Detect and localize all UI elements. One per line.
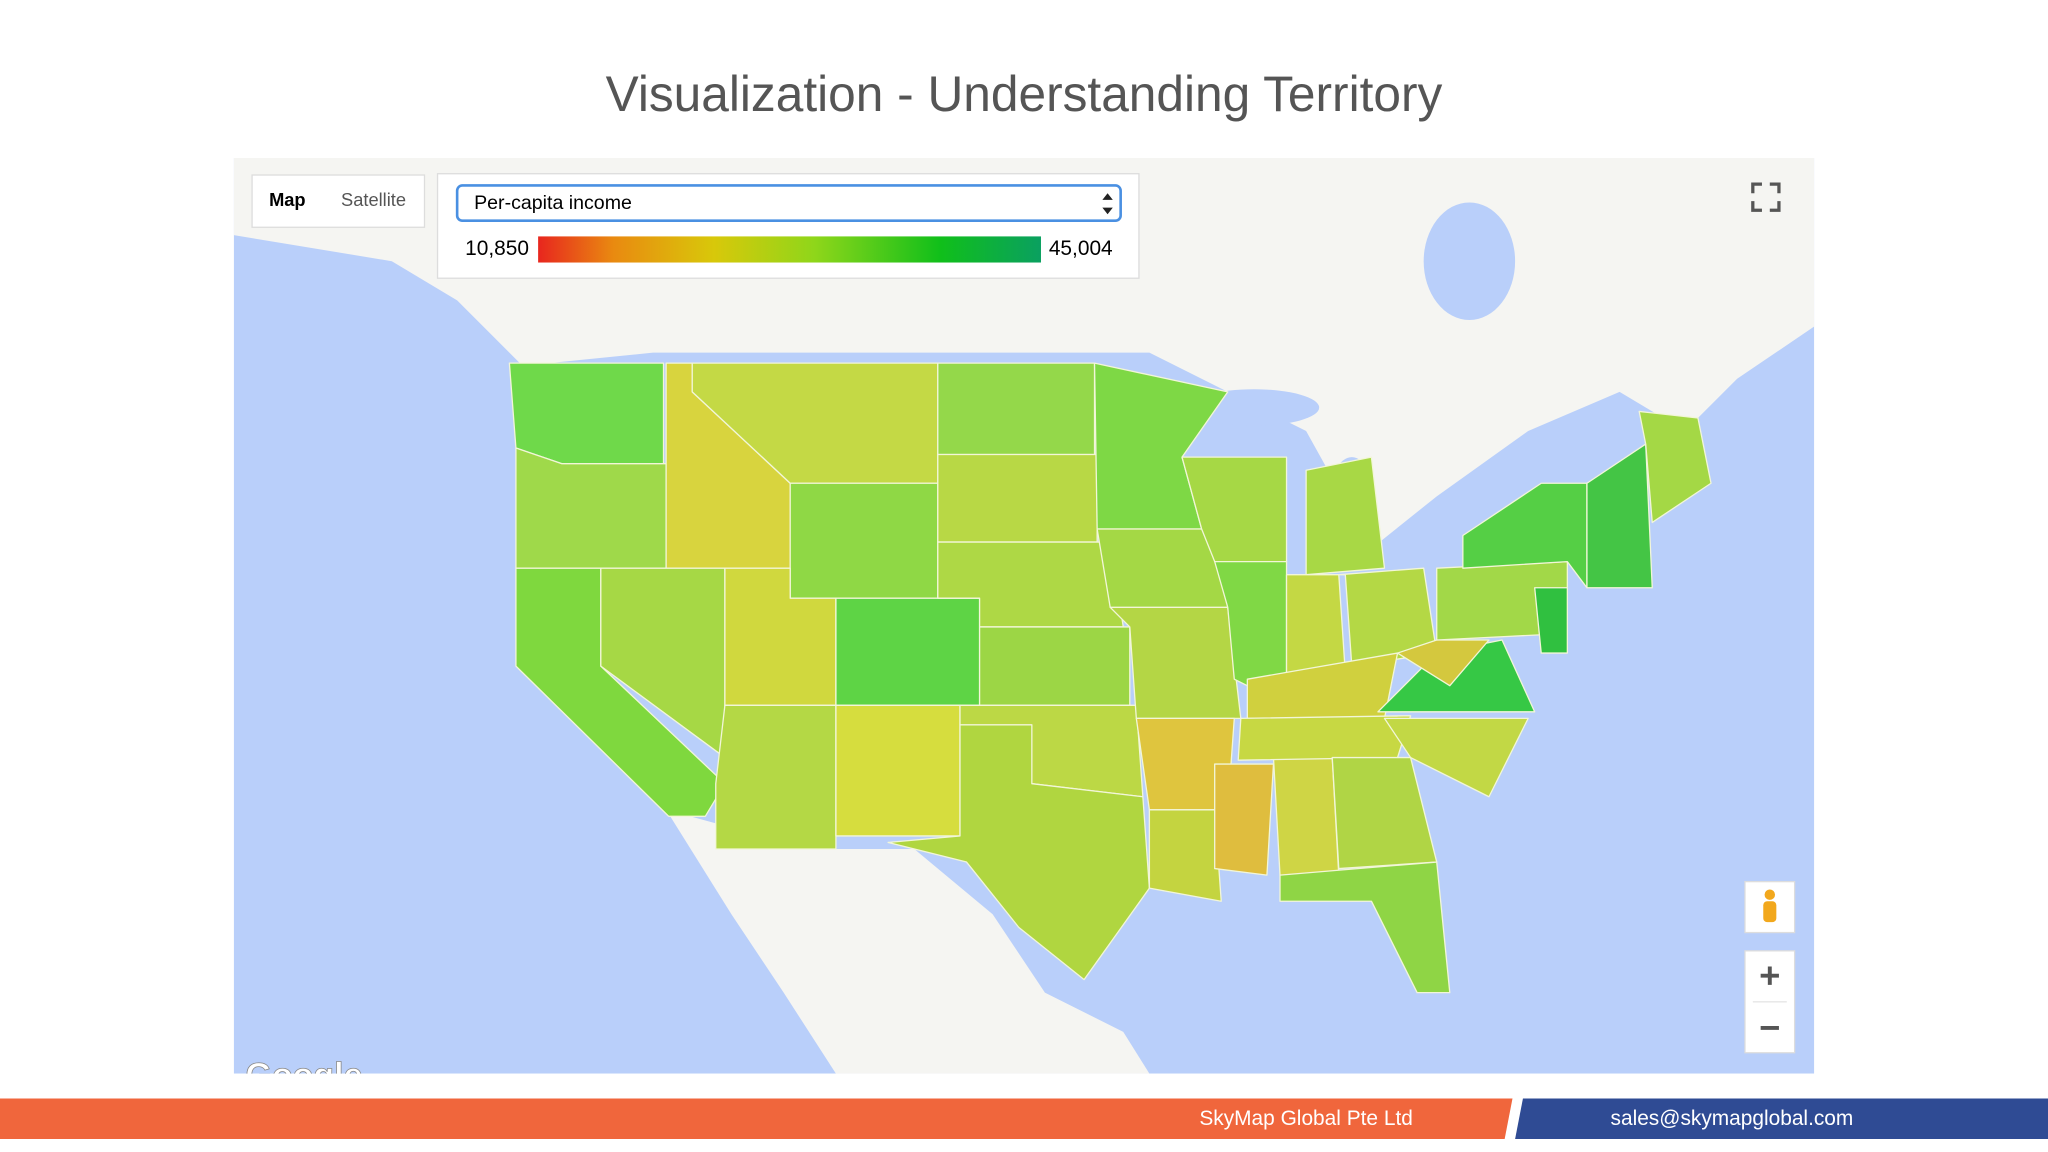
map-type-control: Map Satellite xyxy=(251,174,426,228)
legend-max: 45,004 xyxy=(1049,237,1113,260)
google-logo: Google xyxy=(246,1057,363,1095)
map-button[interactable]: Map xyxy=(269,189,306,210)
zoom-control xyxy=(1744,950,1796,1054)
indicator-select[interactable] xyxy=(455,184,1122,223)
fullscreen-button[interactable] xyxy=(1751,182,1781,212)
zoom-in[interactable] xyxy=(1760,966,1779,985)
footer: SkyMap Global Pte Ltd sales@skymapglobal… xyxy=(0,1098,2048,1139)
slide-title: Visualization - Understanding Territory xyxy=(606,66,1443,122)
map: Map Satellite Per-capita income 10,850 4… xyxy=(233,158,1815,1095)
select-arrows xyxy=(1102,193,1113,215)
mexico xyxy=(666,809,1150,1074)
pegman-button[interactable] xyxy=(1744,880,1796,934)
footer-company: SkyMap Global Pte Ltd xyxy=(1199,1107,1413,1130)
states xyxy=(508,362,1712,994)
satellite-button[interactable]: Satellite xyxy=(341,189,406,210)
footer-email[interactable]: sales@skymapglobal.com xyxy=(1611,1107,1854,1130)
legend-gradient xyxy=(538,236,1041,263)
legend-min: 10,850 xyxy=(465,237,529,260)
indicator-select-label: Per-capita income xyxy=(474,192,632,214)
legend-panel: Per-capita income 10,850 45,004 xyxy=(436,173,1140,279)
